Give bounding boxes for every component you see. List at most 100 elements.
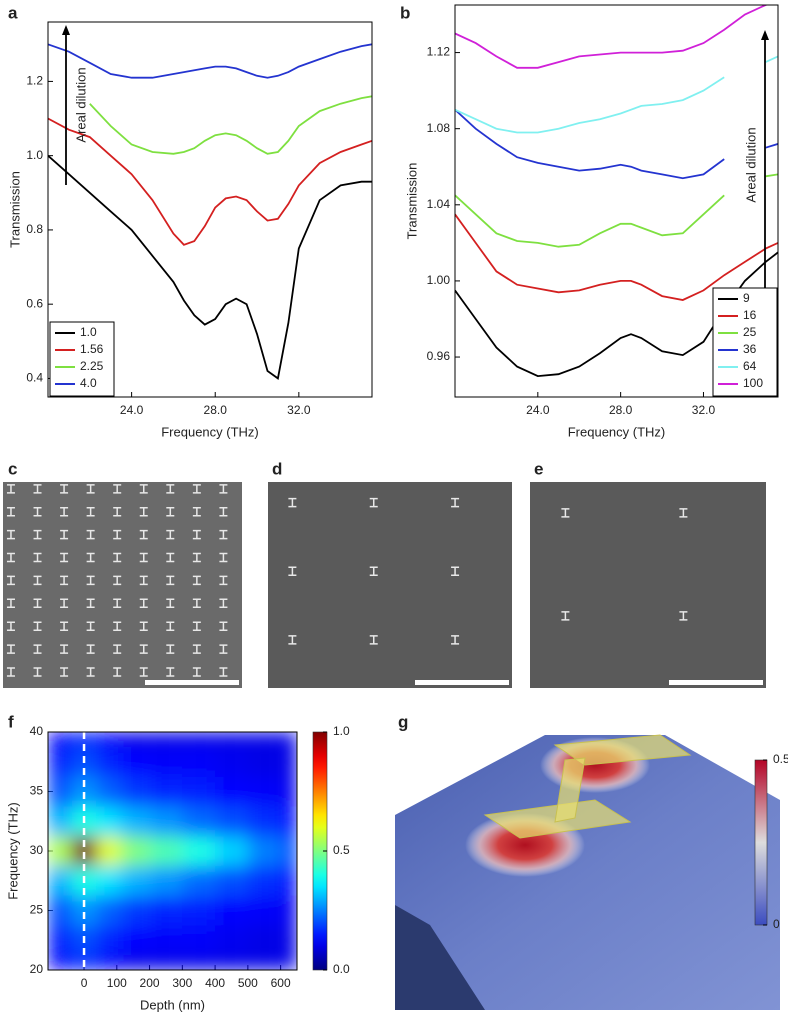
resonator: [6, 575, 15, 586]
resonator: [60, 484, 69, 494]
resonator: [139, 621, 148, 631]
series-line: [48, 117, 372, 246]
heatmap-cell: [215, 865, 248, 896]
resonator: [166, 621, 175, 631]
colorbar-tick-label: 0.5: [333, 843, 350, 857]
heatmap-cell: [215, 836, 248, 866]
resonator: [6, 621, 15, 631]
resonator: [192, 644, 201, 654]
resonator: [139, 667, 148, 677]
x-tick-label: 24.0: [120, 403, 144, 417]
resonator: [6, 507, 15, 517]
y-tick-label: 1.2: [26, 74, 43, 88]
heatmap-cell: [247, 955, 281, 970]
resonator: [139, 507, 148, 517]
panel-label: c: [8, 459, 17, 478]
resonator: [33, 552, 42, 563]
heatmap-cell: [149, 865, 183, 896]
heatmap-cell: [149, 836, 183, 866]
heatmap-cell: [280, 806, 297, 837]
heatmap-cell: [120, 925, 150, 956]
resonator-stem: [554, 757, 586, 823]
heatmap-cell: [247, 732, 281, 747]
series-line: [455, 5, 769, 69]
panel-label: b: [400, 3, 410, 22]
heatmap-cell: [149, 776, 183, 807]
resonator: [166, 644, 175, 654]
x-tick-label: 32.0: [692, 403, 716, 417]
legend-label: 1.56: [80, 342, 104, 356]
resonator: [139, 529, 148, 540]
resonator: [219, 667, 228, 677]
y-tick-label: 0.4: [26, 371, 43, 385]
resonator: [166, 667, 175, 677]
panel-label: g: [398, 712, 408, 731]
legend-label: 9: [743, 291, 750, 305]
legend-label: 100: [743, 376, 763, 390]
heatmap-cell: [280, 865, 297, 896]
legend-box: [712, 287, 778, 397]
heatmap-cell: [71, 732, 97, 747]
resonator: [113, 552, 122, 563]
resonator: [60, 529, 69, 540]
resonator: [113, 621, 122, 631]
resonator: [33, 644, 42, 654]
y-tick-label: 35: [30, 784, 44, 798]
resonator: [219, 644, 228, 654]
heatmap-cell: [280, 746, 297, 777]
resonator: [288, 497, 297, 508]
resonator: [192, 507, 201, 517]
resonator: [166, 598, 175, 609]
resonator: [166, 484, 175, 494]
heatmap-cell: [247, 776, 281, 807]
heatmap: [48, 732, 297, 970]
arrow-head: [761, 30, 769, 40]
resonator: [192, 552, 201, 563]
resonator: [33, 575, 42, 586]
heatmap-cell: [48, 895, 72, 926]
heatmap-cell: [96, 865, 121, 896]
heatmap-cell: [120, 746, 150, 777]
y-tick-label: 30: [30, 843, 44, 857]
resonator: [113, 484, 122, 494]
resonator: [192, 598, 201, 609]
heatmap-cell: [48, 746, 72, 777]
heatmap-cell: [280, 895, 297, 926]
resonator: [288, 566, 297, 577]
resonator: [6, 552, 15, 563]
heatmap-cell: [182, 865, 216, 896]
colorbar: [754, 759, 768, 926]
resonator: [219, 621, 228, 631]
resonator: [33, 667, 42, 677]
series-line: [48, 43, 372, 79]
colorbar-tick-label: 0.5: [773, 752, 788, 766]
plot-frame: [47, 21, 373, 398]
y-tick-label: 1.00: [427, 273, 451, 287]
resonator: [219, 598, 228, 609]
heatmap-cell: [96, 955, 121, 970]
resonator: [33, 598, 42, 609]
resonator: [113, 644, 122, 654]
resonator: [6, 484, 15, 494]
resonator: [192, 529, 201, 540]
y-tick-label: 1.0: [26, 148, 43, 162]
resonator: [60, 598, 69, 609]
resonator: [113, 667, 122, 677]
resonator: [86, 621, 95, 631]
substrate: [395, 735, 780, 1010]
heatmap-cell: [149, 925, 183, 956]
resonator: [192, 621, 201, 631]
heatmap-cell: [215, 776, 248, 807]
legend-label: 2.25: [80, 359, 104, 373]
heatmap-cell: [120, 836, 150, 866]
plot-frame: [47, 731, 298, 971]
y-tick-label: 25: [30, 903, 44, 917]
resonator: [113, 529, 122, 540]
x-tick-label: 300: [172, 976, 192, 990]
y-tick-label: 0.6: [26, 296, 43, 310]
x-tick-label: 28.0: [204, 403, 228, 417]
sem-image: [268, 482, 512, 688]
resonator: [561, 508, 570, 518]
series-line: [455, 109, 778, 180]
